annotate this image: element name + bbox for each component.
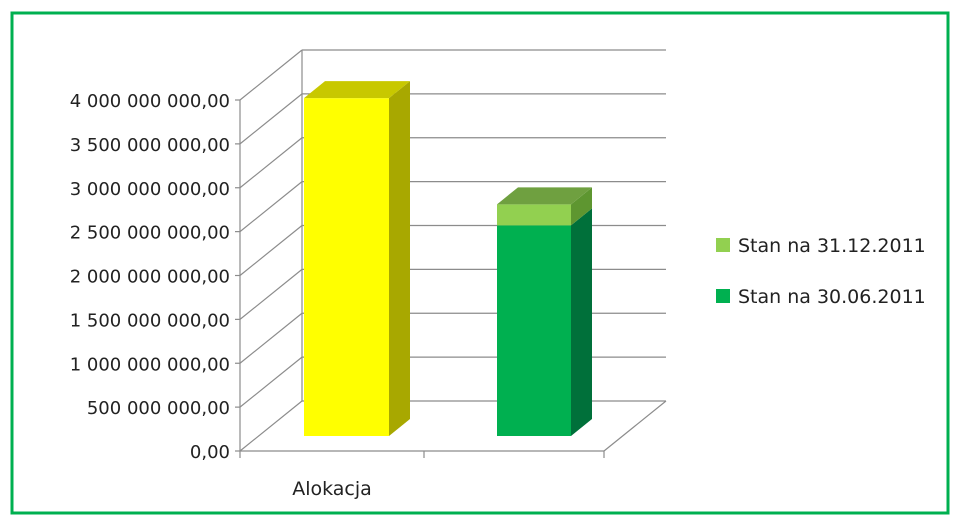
y-tick-label: 2 000 000 000,00 (70, 267, 230, 288)
bar-top (497, 187, 592, 205)
bar-segment (497, 208, 592, 436)
bar-segment (497, 187, 592, 226)
legend-swatch (716, 238, 730, 252)
y-tick-label: 1 000 000 000,00 (70, 354, 230, 375)
y-tick-label: 0,00 (190, 442, 230, 463)
bar-segment (304, 81, 410, 436)
gridline-diagonal (239, 93, 303, 145)
y-tick-label: 3 500 000 000,00 (70, 135, 230, 156)
y-tick-label: 2 500 000 000,00 (70, 223, 230, 244)
bars-layer (304, 81, 592, 436)
legend-label: Stan na 30.06.2011 (738, 286, 926, 308)
y-tick-label: 500 000 000,00 (87, 398, 230, 419)
gridline-diagonal (239, 137, 303, 189)
bar-side (571, 208, 592, 436)
legend-entry: Stan na 30.06.2011 (716, 286, 926, 308)
legend-label: Stan na 31.12.2011 (738, 235, 926, 257)
gridline-diagonal (239, 312, 303, 364)
bar-front (497, 204, 571, 226)
bar-side (571, 187, 592, 226)
gridline-diagonal (239, 268, 303, 320)
y-tick-label: 1 500 000 000,00 (70, 310, 230, 331)
y-tick-label: 4 000 000 000,00 (70, 91, 230, 112)
gridline-diagonal (239, 49, 303, 101)
x-tick-label: Alokacja (292, 478, 372, 500)
gridline-diagonal (239, 225, 303, 276)
legend-entry: Stan na 31.12.2011 (716, 235, 926, 257)
grid-layer (239, 49, 667, 452)
y-tick-label: 3 000 000 000,00 (70, 179, 230, 200)
frame-border (10, 11, 950, 515)
axis-layer: 0,00 500 000 000,00 1 000 000 000,00 1 500 … (70, 91, 605, 500)
floor-right (603, 400, 667, 452)
gridline-diagonal (239, 356, 303, 408)
gridline-diagonal (239, 181, 303, 233)
legend-swatch (716, 289, 730, 303)
bar-top (304, 81, 410, 99)
gridline-diagonal (239, 400, 303, 452)
bar-front (497, 225, 571, 436)
legend: Stan na 31.12.2011 Stan na 30.06.2011 (716, 235, 926, 308)
bar-side (389, 81, 410, 436)
bar-front (304, 98, 389, 436)
